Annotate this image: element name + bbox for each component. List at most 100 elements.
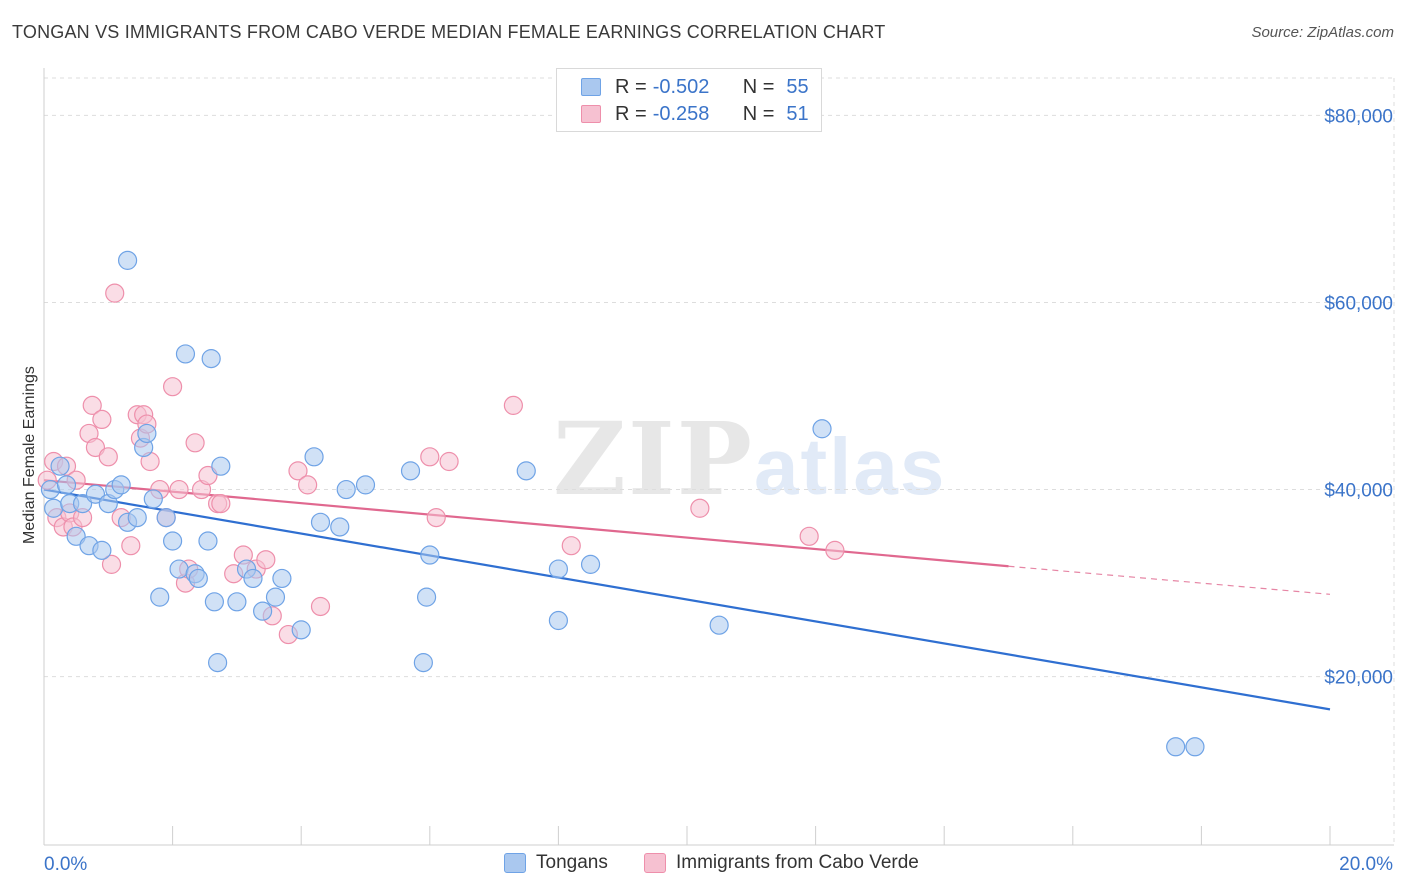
trend-line-caboverde [43,479,1009,568]
point-tongans [355,475,376,495]
point-caboverde [799,526,819,546]
legend-r-label: R = [615,75,647,98]
axes [43,68,1394,846]
point-caboverde [92,409,112,430]
point-caboverde [121,536,141,556]
legend-r-label: R = [615,102,647,125]
point-tongans [253,601,273,621]
point-caboverde [256,550,276,570]
point-tongans [156,508,176,528]
legend-n-label: N = [742,75,775,98]
legend-r-value: -0.258 [652,102,710,125]
legend-label-caboverde: Immigrants from Cabo Verde [676,852,919,873]
legend-n-value: 55 [786,75,809,98]
y-tick-label: $80,000 [1324,106,1393,127]
point-tongans [416,587,437,607]
point-caboverde [561,536,581,556]
legend-swatch-tongans [504,853,526,873]
point-tongans [1166,737,1186,757]
point-caboverde [825,540,845,560]
point-tongans [143,489,163,509]
x-tick-label: 0.0% [44,854,87,875]
point-tongans [548,559,569,579]
y-tick-label: $40,000 [1324,481,1393,502]
y-tick-label: $20,000 [1324,668,1393,689]
point-tongans [150,587,170,607]
point-caboverde [98,447,118,467]
point-caboverde [310,596,331,617]
legend-item-tongans: Tongans [504,852,608,874]
legend-item-caboverde: Immigrants from Cabo Verde [644,852,919,874]
point-caboverde [185,433,205,453]
legend-n-label: N = [742,102,775,125]
point-tongans [291,620,311,640]
point-tongans [137,423,157,444]
legend-n-value: 51 [786,102,809,125]
point-tongans [175,344,196,364]
point-tongans [709,615,729,635]
point-tongans [400,461,421,481]
point-caboverde [298,475,318,495]
point-caboverde [169,479,189,500]
point-caboverde [105,283,125,303]
point-tongans [127,508,147,528]
legend-r-value: -0.502 [652,75,710,98]
point-caboverde [690,498,710,518]
point-caboverde [288,461,308,481]
legend-label-tongans: Tongans [536,852,608,873]
series-legend: Tongans Immigrants from Cabo Verde [0,852,1406,878]
point-tongans [265,587,286,607]
point-tongans [72,493,93,514]
legend-swatch-tongans [581,78,601,96]
point-tongans [272,568,292,589]
point-tongans [413,653,433,673]
point-tongans [208,653,228,673]
legend-swatch-caboverde [581,105,601,123]
point-caboverde [420,447,440,467]
point-tongans [227,592,247,612]
point-caboverde [163,377,183,397]
point-tongans [92,540,112,560]
legend-swatch-caboverde [644,853,666,873]
point-tongans [169,559,189,579]
point-caboverde [439,451,459,472]
point-tongans [163,531,183,551]
point-caboverde [198,465,218,486]
point-tongans [310,512,331,532]
point-tongans [66,526,86,546]
point-tongans [204,592,224,612]
point-tongans [304,447,324,467]
y-tick-label: $60,000 [1324,293,1393,314]
point-tongans [548,610,569,631]
point-tongans [44,498,64,518]
point-tongans [85,484,106,504]
point-tongans [336,479,356,500]
point-tongans [1185,737,1205,757]
point-tongans [516,461,536,481]
point-tongans [117,250,138,270]
point-tongans [812,419,832,439]
point-tongans [211,456,231,476]
point-caboverde [82,395,102,415]
point-caboverde [211,493,231,514]
point-tongans [50,456,70,476]
legend-row-caboverde: R = -0.258 N = 51 [581,101,809,127]
point-caboverde [426,508,446,528]
point-caboverde [503,395,523,415]
point-tongans [580,554,601,574]
chart-title: TONGAN VS IMMIGRANTS FROM CABO VERDE MED… [12,22,886,42]
correlation-legend: R = -0.502 N = 55 R = -0.258 N = 51 [556,68,822,132]
data-points [37,250,1205,757]
point-caboverde [85,437,106,458]
source-label: Source: ZipAtlas.com [1251,24,1394,41]
point-tongans [188,568,208,589]
tick-labels: $20,000 $40,000 $60,000 $80,000 0.0% 20.0% [44,106,1393,875]
point-tongans [198,531,218,551]
point-tongans [40,479,61,500]
legend-row-tongans: R = -0.502 N = 55 [581,74,809,100]
point-tongans [201,349,221,369]
point-tongans [243,568,263,589]
trend-line-tongans [43,488,1331,711]
grid-lines [44,77,1395,845]
